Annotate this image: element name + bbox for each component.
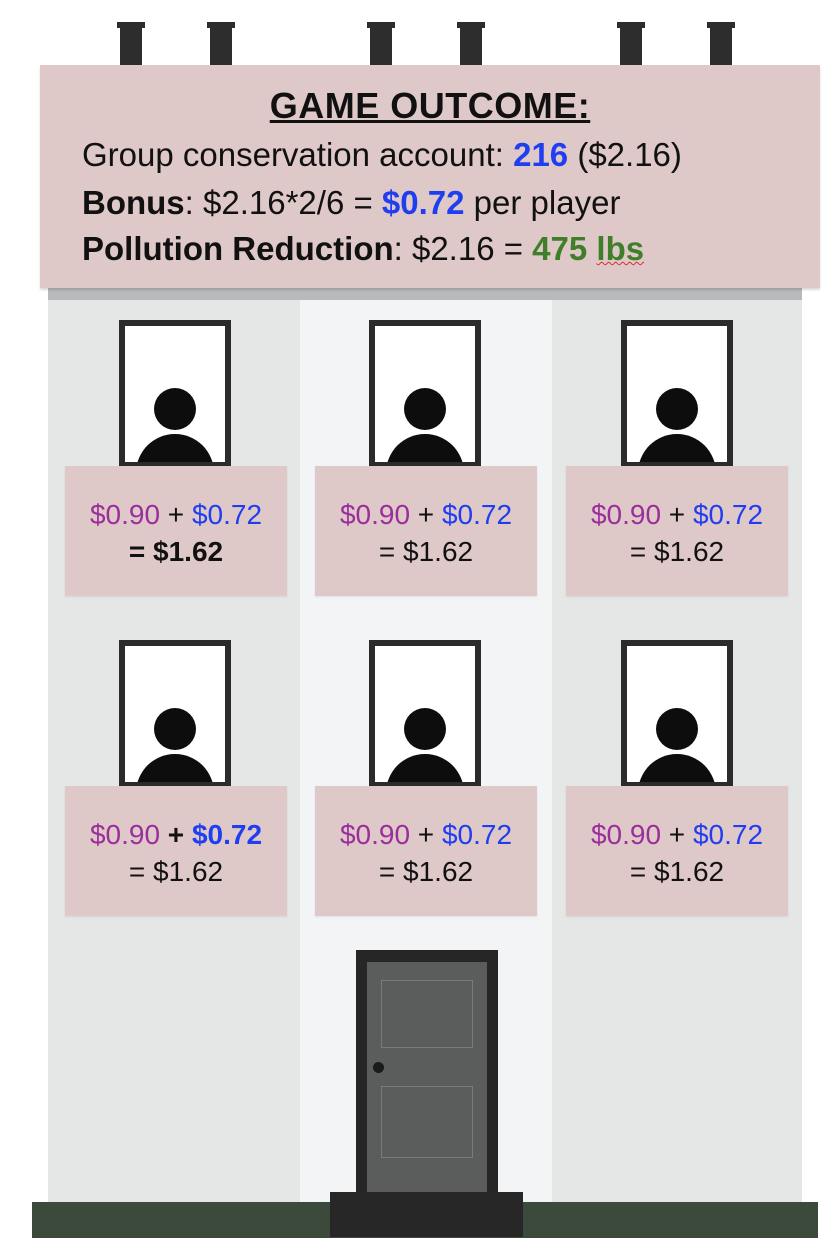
plus-sign: + — [410, 819, 442, 850]
account-label: Group conservation account: — [82, 136, 514, 173]
bonus-amount: $0.72 — [441, 499, 513, 530]
chimney — [707, 22, 735, 68]
window — [119, 320, 231, 468]
account-dollars: ($2.16) — [568, 136, 682, 173]
door-panel-top — [381, 980, 473, 1048]
bonus-value: $0.72 — [381, 184, 465, 221]
roof-ledge — [48, 288, 802, 300]
pollution-reduction-line: Pollution Reduction: $2.16 = 475 lbs — [82, 230, 644, 268]
pollution-unit: lbs — [596, 230, 645, 267]
bonus-label: Bonus — [82, 184, 185, 221]
earnings-amount: $0.90 — [89, 819, 161, 850]
window — [621, 320, 733, 468]
earnings-amount: $0.90 — [590, 499, 662, 530]
bonus-formula: : $2.16*2/6 = — [184, 184, 382, 221]
payout-total: = $1.62 — [378, 856, 474, 887]
person-body — [386, 434, 464, 462]
person-body — [136, 434, 214, 462]
window — [369, 640, 481, 788]
bonus-amount: $0.72 — [692, 499, 764, 530]
payout-formula: $0.90 + $0.72 — [566, 819, 788, 851]
payout-total: = $1.62 — [629, 536, 725, 567]
bonus-amount: $0.72 — [191, 819, 263, 850]
window — [621, 640, 733, 788]
earnings-amount: $0.90 — [590, 819, 662, 850]
plus-sign: + — [160, 819, 192, 850]
payout-total: = $1.62 — [128, 536, 224, 567]
person-icon — [154, 388, 196, 430]
player-payout-card: $0.90 + $0.72 = $1.62 — [566, 466, 788, 596]
player-payout-card: $0.90 + $0.72 = $1.62 — [65, 466, 287, 596]
chimney — [457, 22, 485, 68]
earnings-amount: $0.90 — [339, 499, 411, 530]
payout-total: = $1.62 — [378, 536, 474, 567]
chimney — [367, 22, 395, 68]
door-knob-icon — [373, 1062, 384, 1073]
chimney — [207, 22, 235, 68]
payout-total: = $1.62 — [629, 856, 725, 887]
person-body — [638, 754, 716, 782]
bonus-line: Bonus: $2.16*2/6 = $0.72 per player — [82, 184, 620, 222]
plus-sign: + — [410, 499, 442, 530]
payout-formula: $0.90 + $0.72 — [566, 499, 788, 531]
person-icon — [154, 708, 196, 750]
pollution-amount: 475 — [532, 230, 588, 267]
plus-sign: + — [661, 819, 693, 850]
account-points: 216 — [513, 136, 569, 173]
chimney — [617, 22, 645, 68]
bonus-suffix: per player — [464, 184, 621, 221]
pollution-formula: : $2.16 = — [393, 230, 533, 267]
bonus-amount: $0.72 — [191, 499, 263, 530]
player-payout-card: $0.90 + $0.72 = $1.62 — [65, 786, 287, 916]
plus-sign: + — [160, 499, 192, 530]
payout-formula: $0.90 + $0.72 — [65, 819, 287, 851]
earnings-amount: $0.90 — [339, 819, 411, 850]
player-payout-card: $0.90 + $0.72 = $1.62 — [566, 786, 788, 916]
payout-total: = $1.62 — [128, 856, 224, 887]
plus-sign: + — [661, 499, 693, 530]
player-payout-card: $0.90 + $0.72 = $1.62 — [315, 786, 537, 916]
chimney — [117, 22, 145, 68]
window — [119, 640, 231, 788]
window — [369, 320, 481, 468]
player-payout-card: $0.90 + $0.72 = $1.62 — [315, 466, 537, 596]
person-icon — [404, 388, 446, 430]
payout-formula: $0.90 + $0.72 — [65, 499, 287, 531]
person-icon — [404, 708, 446, 750]
pollution-label: Pollution Reduction — [82, 230, 394, 267]
payout-formula: $0.90 + $0.72 — [315, 819, 537, 851]
earnings-amount: $0.90 — [89, 499, 161, 530]
person-body — [136, 754, 214, 782]
door-step — [330, 1192, 523, 1237]
person-icon — [656, 388, 698, 430]
bonus-amount: $0.72 — [441, 819, 513, 850]
person-body — [638, 434, 716, 462]
conservation-account-line: Group conservation account: 216 ($2.16) — [82, 136, 682, 174]
person-body — [386, 754, 464, 782]
person-icon — [656, 708, 698, 750]
game-outcome-sign: GAME OUTCOME: Group conservation account… — [40, 65, 820, 288]
door-panel-bottom — [381, 1086, 473, 1158]
bonus-amount: $0.72 — [692, 819, 764, 850]
outcome-title: GAME OUTCOME: — [269, 85, 591, 126]
payout-formula: $0.90 + $0.72 — [315, 499, 537, 531]
